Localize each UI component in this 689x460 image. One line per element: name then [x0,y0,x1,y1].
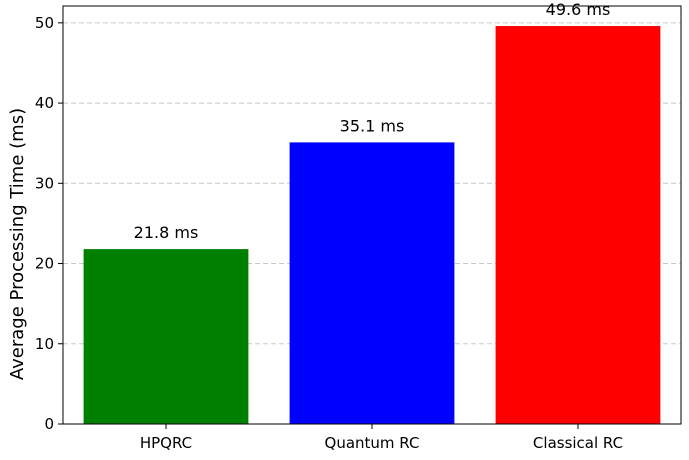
x-tick-label: Classical RC [533,434,623,452]
y-tick-label: 0 [44,415,54,433]
bar-value-label: 49.6 ms [546,0,611,19]
y-axis: 0 10 20 30 40 50 [35,14,63,433]
bar-value-label: 35.1 ms [340,116,405,135]
y-tick-label: 50 [35,14,54,32]
y-axis-label: Average Processing Time (ms) [7,108,28,380]
y-tick-label: 20 [35,255,54,273]
x-tick-label: HPQRC [140,434,192,452]
bar-quantum-rc [289,142,455,425]
bar-value-labels: 21.8 ms 35.1 ms 49.6 ms [134,0,611,242]
bars [83,26,661,425]
x-axis: HPQRC Quantum RC Classical RC [140,424,623,452]
y-tick-label: 10 [35,335,54,353]
bar-hpqrc [83,249,249,424]
bar-value-label: 21.8 ms [134,223,199,242]
y-tick-label: 40 [35,94,54,112]
bar-classical-rc [495,26,661,424]
x-tick-label: Quantum RC [325,434,420,452]
y-tick-label: 30 [35,174,54,192]
